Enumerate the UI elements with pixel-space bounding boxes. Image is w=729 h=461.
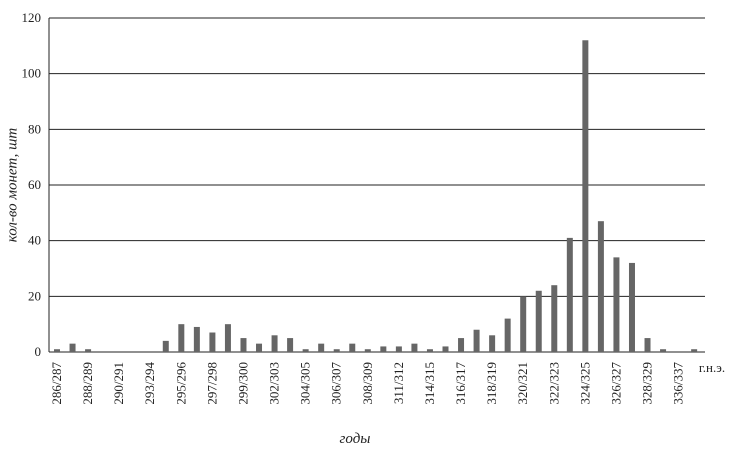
x-unit-label: г.н.э. <box>699 360 725 375</box>
x-tick-label: 314/315 <box>422 362 437 405</box>
bar <box>224 324 231 352</box>
bar <box>442 346 449 352</box>
bar <box>271 335 278 352</box>
x-tick-label: 293/294 <box>142 362 157 405</box>
bar <box>178 324 185 352</box>
bar <box>566 237 573 352</box>
bar <box>240 338 247 352</box>
x-tick-label: 290/291 <box>111 362 126 405</box>
x-tick-label: 308/309 <box>360 362 375 405</box>
bar <box>411 343 418 352</box>
x-tick-label: 299/300 <box>235 362 250 405</box>
bar <box>349 343 356 352</box>
y-tick-label: 80 <box>28 121 41 136</box>
bar <box>535 290 542 352</box>
bar <box>504 318 511 352</box>
bar <box>193 326 200 352</box>
bar <box>162 340 169 352</box>
bar <box>582 40 589 353</box>
bar <box>85 349 92 352</box>
x-tick-label: 324/325 <box>577 362 592 405</box>
x-tick-label: 328/329 <box>640 362 655 405</box>
x-tick-label: 320/321 <box>515 362 530 405</box>
bar <box>395 346 402 352</box>
bar <box>69 343 76 352</box>
x-tick-label: 316/317 <box>453 362 468 405</box>
bar <box>256 343 263 352</box>
y-tick-label: 40 <box>28 233 41 248</box>
bar <box>628 262 635 352</box>
bar <box>520 296 527 352</box>
bar <box>209 332 216 352</box>
x-tick-label: 336/337 <box>671 362 686 405</box>
bar <box>333 349 340 352</box>
y-axis-title: кол-во монет, шт <box>4 128 20 243</box>
y-tick-label: 20 <box>28 288 41 303</box>
x-tick-label: 302/303 <box>267 362 282 405</box>
x-tick-label: 322/323 <box>546 362 561 405</box>
x-axis-title: годы <box>340 431 371 447</box>
bar <box>287 338 294 352</box>
bar <box>613 257 620 352</box>
bar <box>489 335 496 352</box>
x-tick-label: 311/312 <box>391 362 406 404</box>
y-tick-label: 100 <box>22 66 42 81</box>
y-tick-label: 0 <box>35 344 42 359</box>
bar <box>458 338 465 352</box>
bar <box>473 329 480 352</box>
x-tick-label: 318/319 <box>484 362 499 405</box>
x-tick-label: 295/296 <box>173 362 188 405</box>
x-tick-label: 306/307 <box>329 362 344 405</box>
x-tick-label: 286/287 <box>49 362 64 405</box>
bar <box>380 346 387 352</box>
y-tick-label: 60 <box>28 177 41 192</box>
bar <box>364 349 371 352</box>
x-tick-label: 288/289 <box>80 362 95 405</box>
bar <box>597 221 604 352</box>
bar <box>660 349 667 352</box>
bar <box>426 349 433 352</box>
bar <box>644 338 651 352</box>
bar <box>318 343 325 352</box>
bar <box>54 349 60 352</box>
bar <box>691 349 698 352</box>
x-tick-label: 326/327 <box>608 362 623 405</box>
bar <box>302 349 309 352</box>
bar <box>551 285 558 352</box>
x-tick-label: 304/305 <box>298 362 313 405</box>
x-tick-label: 297/298 <box>204 362 219 405</box>
y-tick-label: 120 <box>22 10 42 25</box>
